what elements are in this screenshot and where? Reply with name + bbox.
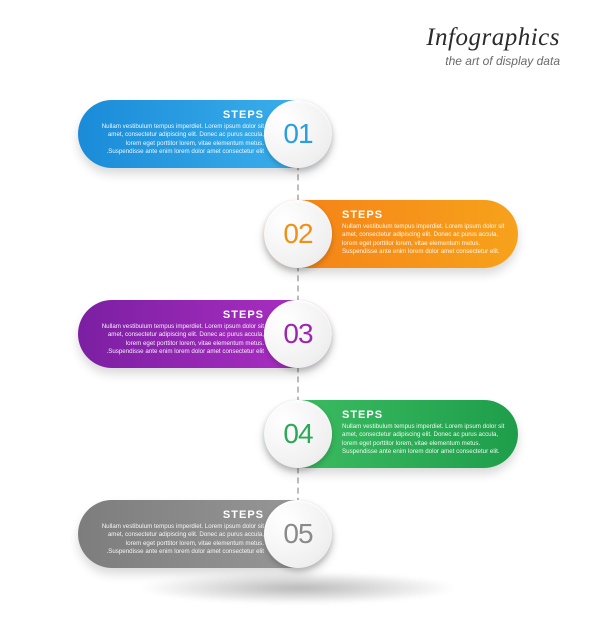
floor-shadow xyxy=(138,572,458,604)
step-body: Nullam vestibulum tempus imperdiet. Lore… xyxy=(96,523,264,556)
step-label: STEPS xyxy=(342,209,510,221)
step-number: 02 xyxy=(283,218,312,250)
step-number: 05 xyxy=(283,518,312,550)
step-body: Nullam vestibulum tempus imperdiet. Lore… xyxy=(342,423,510,456)
step-badge: 03 xyxy=(264,300,332,368)
step-number: 03 xyxy=(283,318,312,350)
step-label: STEPS xyxy=(96,309,264,321)
step-body: Nullam vestibulum tempus imperdiet. Lore… xyxy=(96,323,264,356)
step-03: STEPS Nullam vestibulum tempus imperdiet.… xyxy=(78,300,332,368)
infographic-canvas: Infographics the art of display data STE… xyxy=(0,0,596,626)
step-text: STEPS Nullam vestibulum tempus imperdiet.… xyxy=(96,109,264,156)
step-badge: 01 xyxy=(264,100,332,168)
step-01: STEPS Nullam vestibulum tempus imperdiet.… xyxy=(78,100,332,168)
header-subtitle: the art of display data xyxy=(426,54,560,68)
step-badge: 04 xyxy=(264,400,332,468)
step-text: STEPS Nullam vestibulum tempus imperdiet.… xyxy=(96,309,264,356)
step-text: STEPS Nullam vestibulum tempus imperdiet.… xyxy=(96,509,264,556)
step-number: 01 xyxy=(283,118,312,150)
step-body: Nullam vestibulum tempus imperdiet. Lore… xyxy=(342,223,510,256)
step-02: STEPS Nullam vestibulum tempus imperdiet.… xyxy=(264,200,518,268)
step-05: STEPS Nullam vestibulum tempus imperdiet.… xyxy=(78,500,332,568)
step-label: STEPS xyxy=(342,409,510,421)
step-number: 04 xyxy=(283,418,312,450)
header: Infographics the art of display data xyxy=(426,24,560,68)
step-body: Nullam vestibulum tempus imperdiet. Lore… xyxy=(96,123,264,156)
step-label: STEPS xyxy=(96,509,264,521)
step-text: STEPS Nullam vestibulum tempus imperdiet.… xyxy=(342,209,510,256)
step-text: STEPS Nullam vestibulum tempus imperdiet.… xyxy=(342,409,510,456)
step-label: STEPS xyxy=(96,109,264,121)
step-badge: 02 xyxy=(264,200,332,268)
header-title: Infographics xyxy=(426,24,560,52)
step-04: STEPS Nullam vestibulum tempus imperdiet.… xyxy=(264,400,518,468)
step-badge: 05 xyxy=(264,500,332,568)
